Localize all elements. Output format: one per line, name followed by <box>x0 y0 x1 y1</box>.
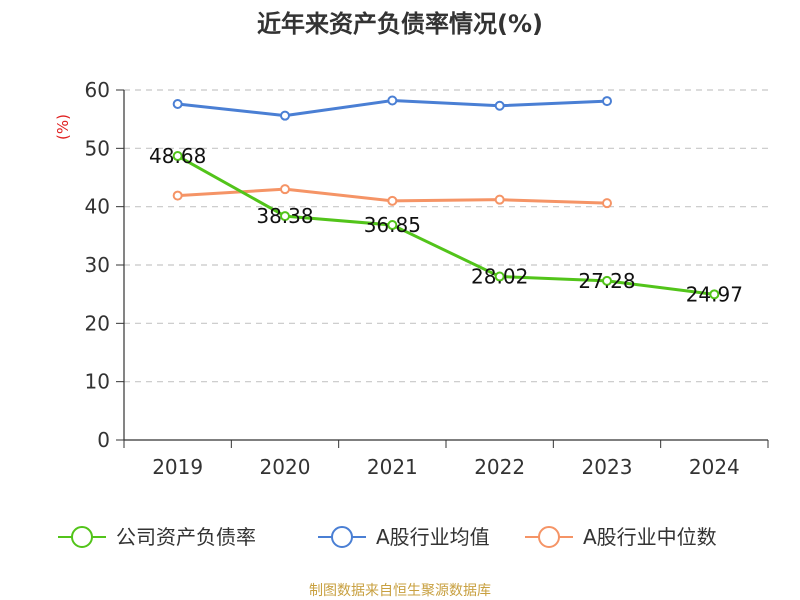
legend-label: A股行业中位数 <box>583 525 717 549</box>
data-label: 27.28 <box>578 269 635 293</box>
data-point <box>602 198 612 209</box>
data-point <box>280 211 290 222</box>
data-point <box>280 110 290 121</box>
data-label: 36.85 <box>364 213 421 237</box>
source-note: 制图数据来自恒生聚源数据库 <box>309 583 491 599</box>
x-tick-label: 2023 <box>582 455 633 479</box>
y-tick-label: 30 <box>85 253 110 277</box>
y-tick-label: 0 <box>97 428 110 452</box>
series-lines <box>172 95 720 300</box>
legend-marker <box>538 526 560 548</box>
y-tick-label: 40 <box>85 195 110 219</box>
data-label: 28.02 <box>471 265 528 289</box>
data-label: 48.68 <box>149 144 206 168</box>
data-point <box>494 271 505 282</box>
data-point <box>172 151 183 162</box>
data-point <box>494 194 505 205</box>
legend-marker <box>71 526 93 548</box>
legend-marker <box>331 526 353 548</box>
x-tick-label: 2020 <box>260 455 311 479</box>
data-point <box>602 96 612 107</box>
data-label: 24.97 <box>686 282 743 306</box>
data-point <box>387 95 398 106</box>
axes: 0 10 20 30 40 50 60 2019 2020 2021 2022 2023 2024 <box>85 78 769 479</box>
x-tick-label: 2019 <box>152 455 203 479</box>
x-tick-label: 2021 <box>367 455 418 479</box>
gridlines <box>124 89 768 383</box>
data-point <box>280 184 290 195</box>
y-tick-label: 20 <box>85 311 110 335</box>
data-label: 38.38 <box>256 204 313 228</box>
data-point <box>387 220 398 231</box>
y-tick-label: 50 <box>85 136 110 160</box>
data-point <box>494 100 505 111</box>
y-tick-label: 10 <box>85 370 110 394</box>
y-axis-unit-label: (%) <box>54 114 72 140</box>
chart-title: 近年来资产负债率情况(%) <box>257 10 543 38</box>
legend-label: A股行业均值 <box>376 525 490 549</box>
y-tick-label: 60 <box>85 78 110 102</box>
series-line-0 <box>176 154 715 296</box>
data-point <box>387 195 398 206</box>
data-labels: 48.68 38.38 36.85 28.02 27.28 24.97 <box>149 144 743 306</box>
data-point <box>709 289 720 300</box>
legend: 公司资产负债率 A股行业均值 A股行业中位数 <box>58 525 717 549</box>
data-point <box>172 190 183 201</box>
x-tick-label: 2022 <box>474 455 525 479</box>
legend-label: 公司资产负债率 <box>116 525 256 549</box>
data-point <box>172 99 183 109</box>
x-tick-label: 2024 <box>689 455 740 479</box>
data-point <box>602 275 612 286</box>
